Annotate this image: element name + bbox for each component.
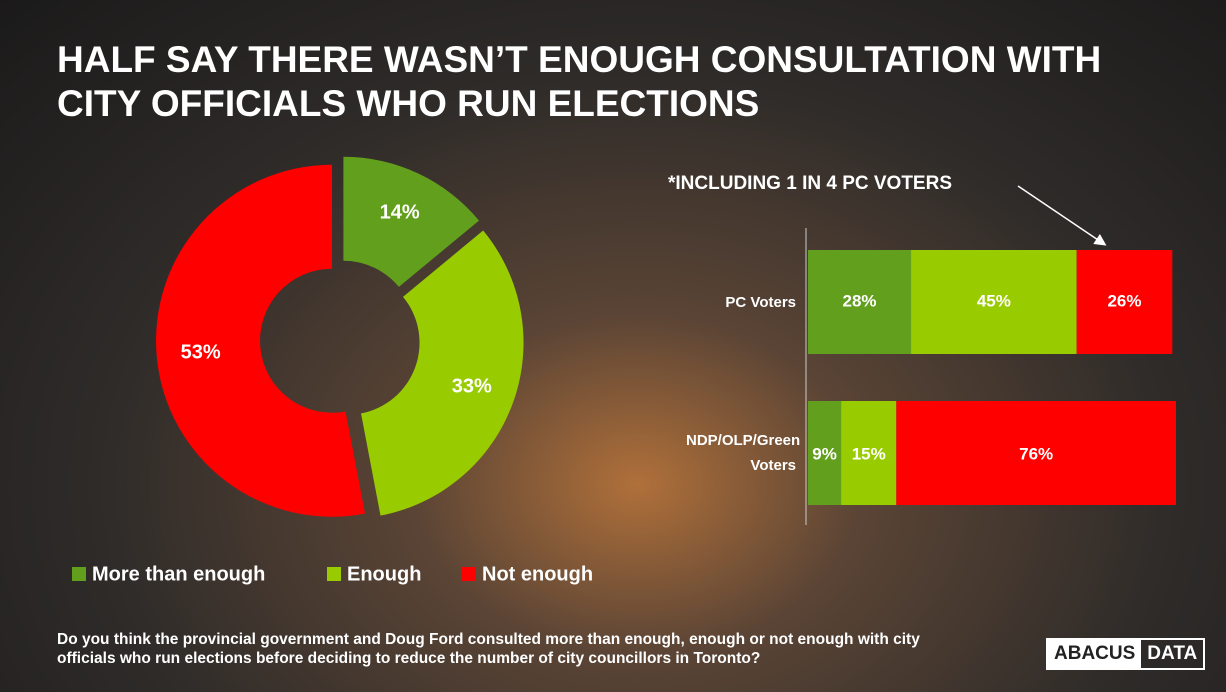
slice-label: 53% [181,341,221,363]
bar-segment [1076,250,1173,354]
logo-left: ABACUS [1048,640,1142,668]
legend-label: Enough [347,563,421,585]
bar-label: 76% [1019,444,1053,463]
pie-slice [343,156,480,287]
bar-segment [808,250,912,354]
legend-swatch [72,567,86,581]
bar-segment [841,401,897,505]
bar-label: 15% [852,444,886,463]
bar-label: 9% [812,444,837,463]
bar-segment [808,401,842,505]
annotation-arrow [1017,185,1107,246]
category-label: PC Voters [725,294,796,311]
title: HALF SAY THERE WASN’T ENOUGH CONSULTATIO… [57,39,1102,124]
pie-slice [156,164,366,517]
legend-label: More than enough [92,563,265,585]
logo-right: DATA [1147,643,1198,664]
category-label: NDP/OLP/Green Voters [686,432,801,474]
bar-label: 45% [977,291,1011,310]
slice-label: 14% [380,202,420,224]
bar-segment [896,401,1176,505]
legend-swatch [462,567,476,581]
pie-slice [361,230,524,516]
bar-label: 26% [1107,291,1141,310]
bar-segment [911,250,1077,354]
annotation: *INCLUDING 1 IN 4 PC VOTERS [668,173,952,194]
legend-label: Not enough [482,563,593,585]
bar-label: 28% [843,291,877,310]
question: Do you think the provincial government a… [57,631,920,667]
legend-swatch [327,567,341,581]
slice-label: 33% [452,376,492,398]
logo: ABACUS DATA [1046,638,1206,670]
